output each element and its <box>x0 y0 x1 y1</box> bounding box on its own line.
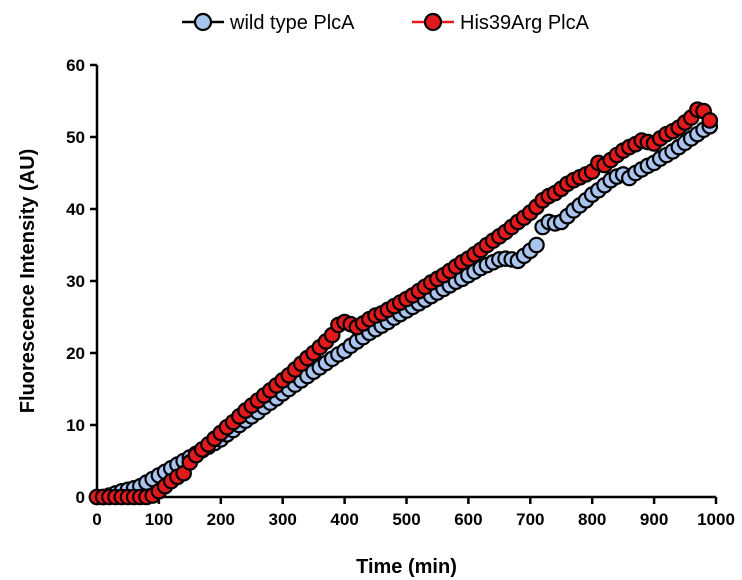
x-tick-label: 500 <box>392 510 420 529</box>
plot-area <box>88 101 719 506</box>
y-tick-label: 20 <box>66 344 85 363</box>
legend: wild type PlcA His39Arg PlcA <box>182 12 590 34</box>
legend-label: His39Arg PlcA <box>460 12 590 34</box>
x-tick-label: 400 <box>330 510 358 529</box>
x-tick-label: 200 <box>207 510 235 529</box>
x-tick-label: 0 <box>92 510 101 529</box>
x-tick-label: 1000 <box>697 510 735 529</box>
y-tick-label: 50 <box>66 128 85 147</box>
x-tick-label: 700 <box>516 510 544 529</box>
data-point <box>528 236 545 254</box>
x-tick-label: 900 <box>640 510 668 529</box>
x-tick-label: 300 <box>269 510 297 529</box>
x-tick-label: 100 <box>145 510 173 529</box>
legend-item-2: His39Arg PlcA <box>412 12 590 34</box>
legend-marker <box>193 12 213 32</box>
y-tick-label: 0 <box>76 488 85 507</box>
y-tick-label: 60 <box>66 56 85 75</box>
series-1 <box>88 117 719 506</box>
x-axis-title: Time (min) <box>356 556 457 578</box>
series-2 <box>88 101 719 506</box>
y-axis-title: Fluorescence Intensity (AU) <box>17 149 39 414</box>
x-tick-label: 800 <box>578 510 606 529</box>
legend-marker <box>423 12 443 32</box>
y-tick-label: 10 <box>66 416 85 435</box>
data-point <box>701 112 719 129</box>
x-tick-label: 600 <box>454 510 482 529</box>
legend-item-1: wild type PlcA <box>182 12 355 34</box>
legend-label: wild type PlcA <box>229 12 355 34</box>
y-tick-label: 30 <box>66 272 85 291</box>
y-tick-label: 40 <box>66 200 85 219</box>
